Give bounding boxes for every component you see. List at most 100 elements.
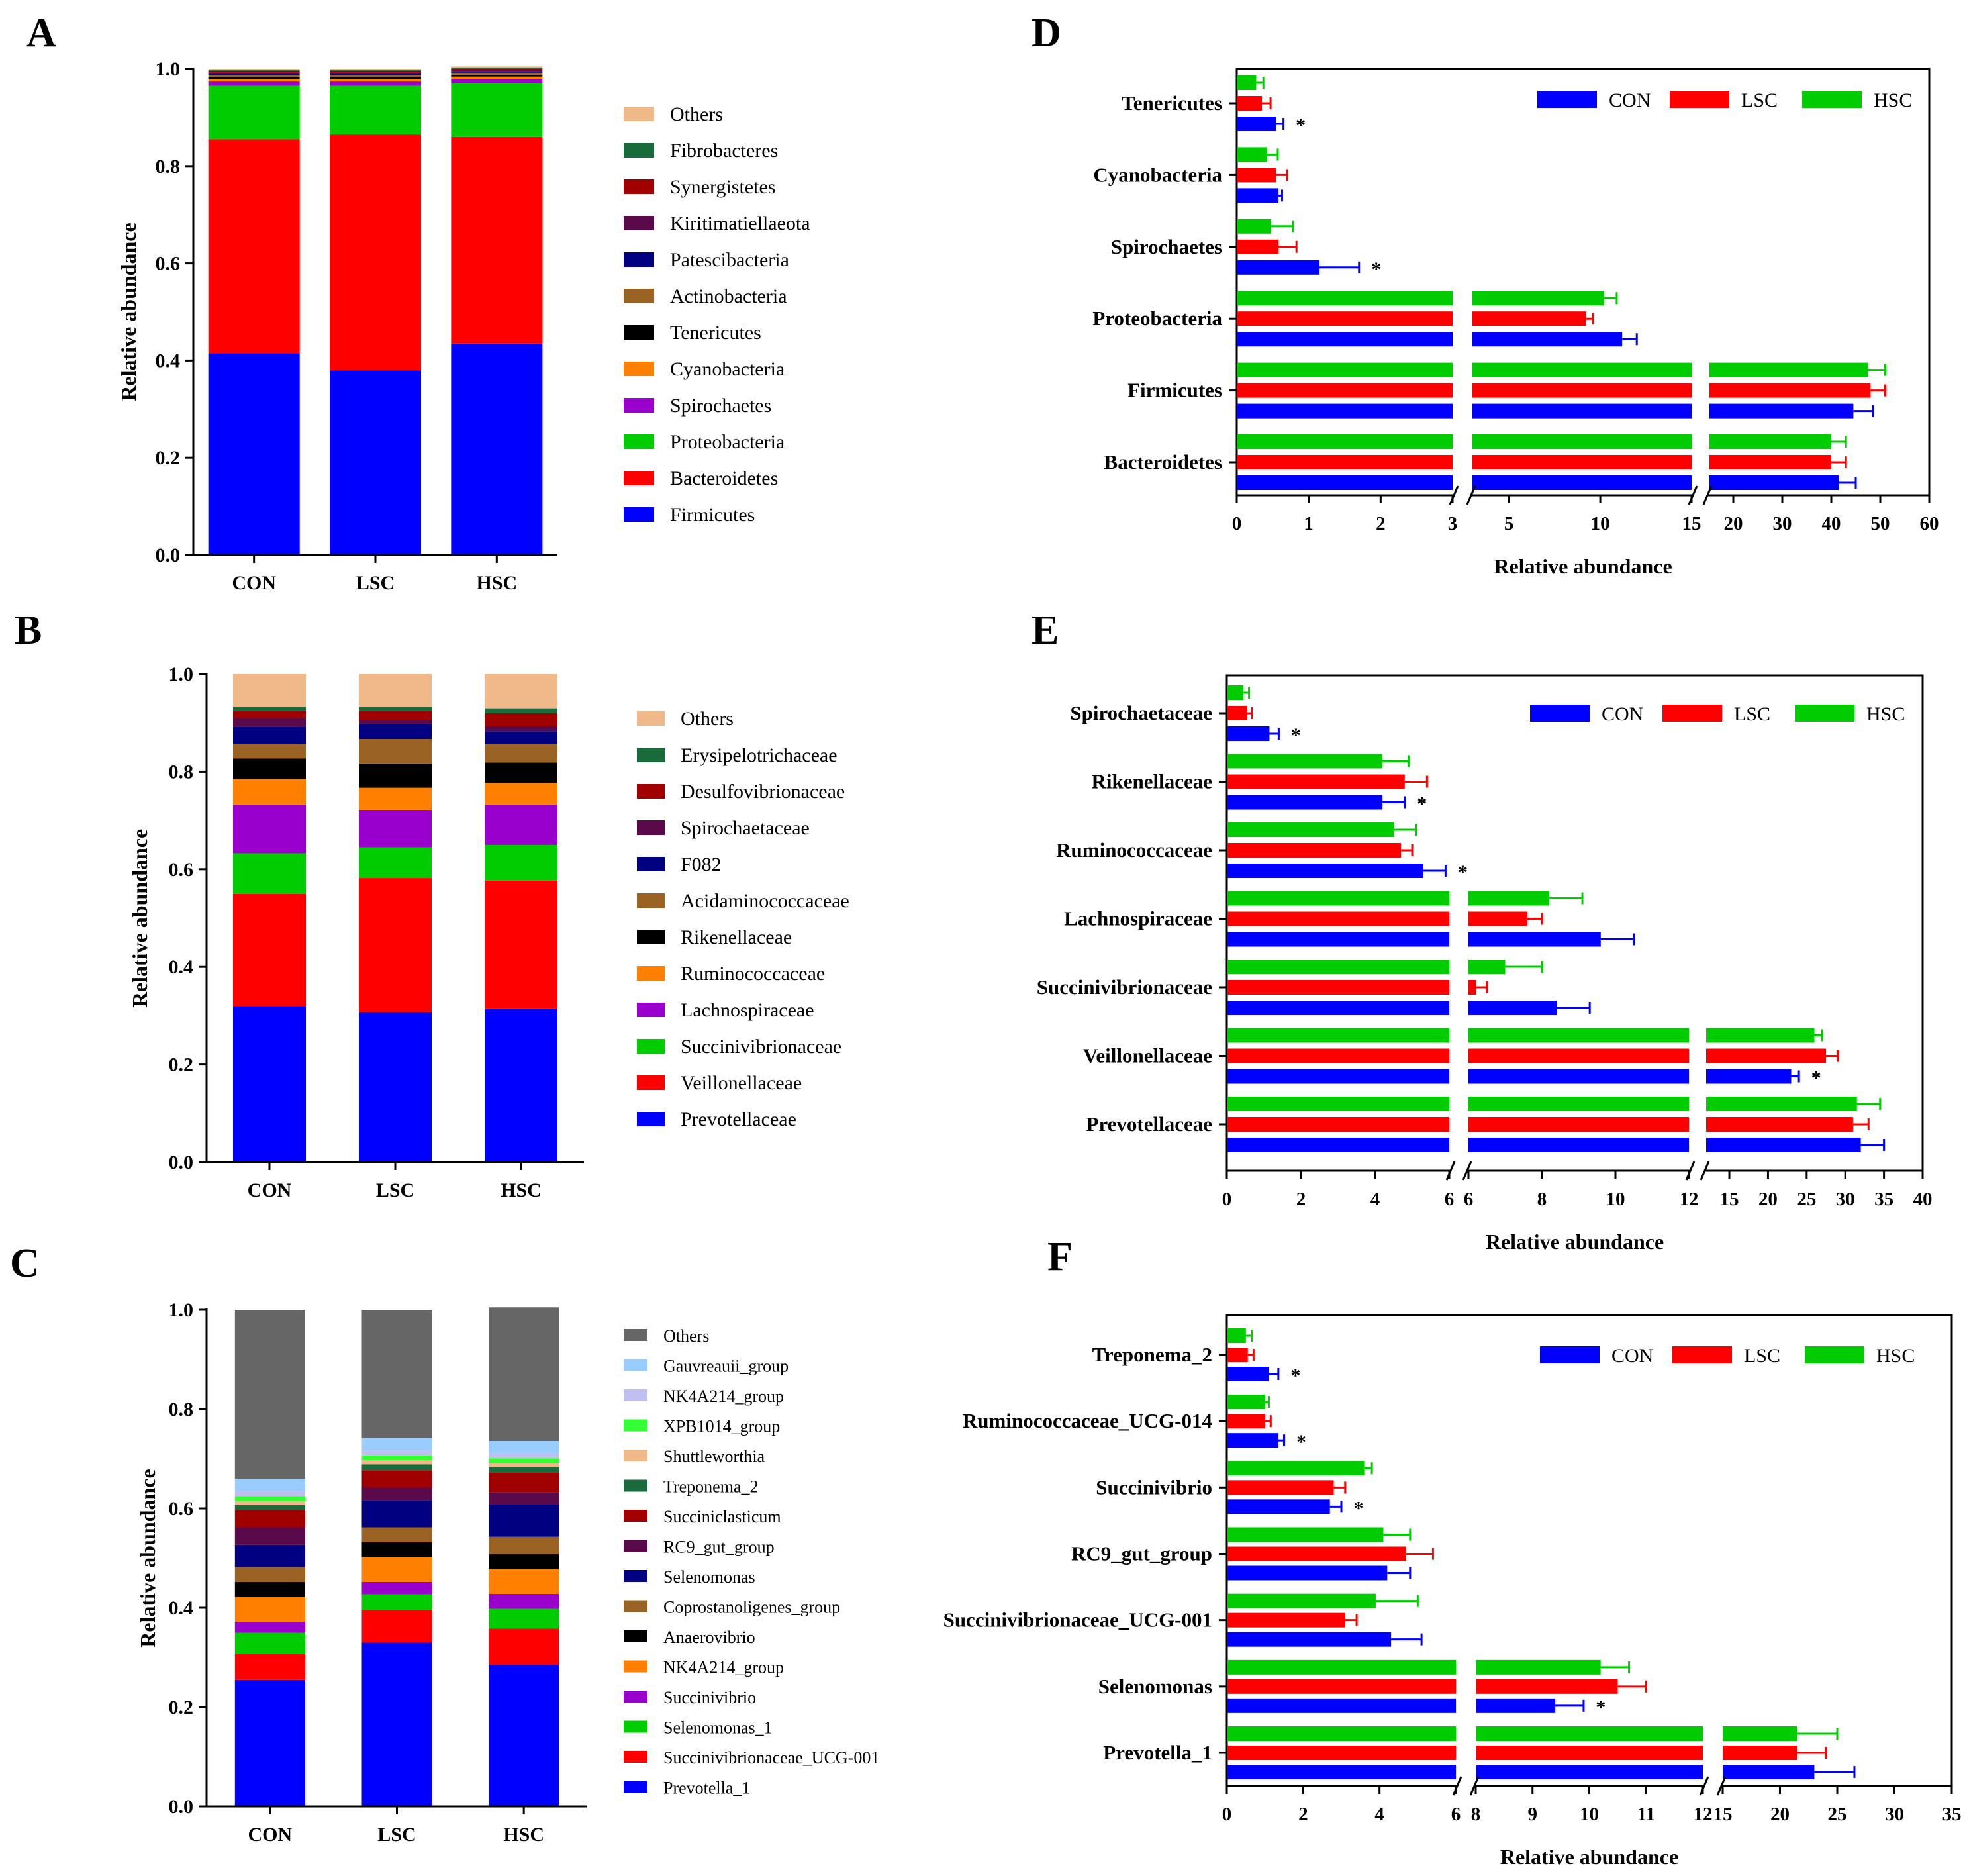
x-tick-label-e: 10: [1606, 1189, 1625, 1210]
category-label-f-prevotella-1: Prevotella_1: [1103, 1741, 1212, 1764]
legend-label-b-succinivibrionaceae: Succinivibrionaceae: [681, 1036, 841, 1058]
legend-swatch-c-prevotella-1: [624, 1781, 647, 1793]
bar-c-con-gauvreauii-group: [234, 1479, 305, 1491]
bar-d-firmicutes-con: [1472, 403, 1692, 419]
legend-swatch-a-patescibacteria: [624, 252, 654, 267]
x-tick-label-f: 35: [1942, 1804, 1962, 1825]
bar-f-selenomonas-lsc: [1227, 1679, 1456, 1694]
legend-label-d-con: CON: [1609, 89, 1651, 111]
axis-break-slash-e: [1685, 1161, 1696, 1181]
category-label-e-prevotellaceae: Prevotellaceae: [1086, 1112, 1212, 1136]
y-tick-label-c: 0.2: [169, 1697, 194, 1718]
legend-swatch-b-succinivibrionaceae: [637, 1039, 665, 1054]
x-tick-label-f: 2: [1298, 1804, 1308, 1825]
bar-b-lsc-veillonellaceae: [359, 878, 432, 1012]
category-label-e-lachnospiraceae: Lachnospiraceae: [1064, 907, 1212, 930]
x-tick-label-d: 20: [1724, 513, 1743, 534]
bar-d-proteobacteria-con: [1472, 332, 1623, 347]
legend-label-c-coprostanoligenes-group: Coprostanoligenes_group: [663, 1598, 840, 1617]
legend-swatch-c-shuttleworthia: [624, 1450, 647, 1461]
bar-c-lsc-anaerovibrio: [361, 1542, 432, 1557]
significance-marker-f: *: [1596, 1697, 1606, 1718]
bar-b-con-f082: [233, 726, 306, 744]
bar-a-lsc-proteobacteria: [330, 85, 421, 135]
axis-break-slash-f: [1452, 1776, 1462, 1796]
bar-e-prevotellaceae-hsc: [1468, 1097, 1689, 1111]
category-label-f-ruminococcaceae-ucg-014: Ruminococcaceae_UCG-014: [963, 1409, 1212, 1432]
bar-a-con-others: [208, 69, 300, 70]
bar-c-lsc-succinivibrio: [361, 1582, 432, 1595]
bar-c-hsc-selenomonas: [489, 1505, 559, 1537]
bar-e-veillonellaceae-lsc: [1468, 1048, 1689, 1063]
bar-c-hsc-succinivibrio: [489, 1594, 559, 1609]
significance-marker-d: *: [1296, 115, 1306, 136]
legend-swatch-b-ruminococcaceae: [637, 966, 665, 981]
legend-label-c-selenomonas: Selenomonas: [663, 1567, 755, 1587]
x-tick-label-e: 2: [1296, 1189, 1306, 1210]
significance-marker-e: *: [1417, 793, 1427, 815]
bar-d-spirochaetes-con: [1237, 260, 1319, 275]
bar-a-con-patescibacteria: [208, 74, 300, 75]
axis-break-slash-e: [1462, 1161, 1472, 1181]
x-tick-label-d: 10: [1591, 513, 1610, 534]
category-label-e-succinivibrionaceae: Succinivibrionaceae: [1037, 975, 1212, 999]
x-tick-label-d: 2: [1376, 513, 1386, 534]
y-tick-label-c: 0.6: [169, 1498, 194, 1520]
legend-label-b-prevotellaceae: Prevotellaceae: [681, 1109, 796, 1130]
bar-d-proteobacteria-hsc: [1237, 291, 1453, 306]
bar-b-lsc-spirochaetaceae: [359, 720, 432, 724]
bar-e-prevotellaceae-lsc: [1706, 1117, 1853, 1132]
x-tick-label-f: 6: [1451, 1804, 1461, 1825]
bar-b-con-desulfovibrionaceae: [233, 711, 306, 718]
bar-f-selenomonas-hsc: [1476, 1659, 1601, 1675]
bar-b-con-prevotellaceae: [233, 1006, 306, 1162]
bar-c-con-succinivibrio: [234, 1622, 305, 1633]
bar-d-spirochaetes-hsc: [1237, 219, 1272, 234]
axis-break-slash-f: [1716, 1776, 1727, 1796]
bar-c-con-nk4a214-group: [234, 1491, 305, 1497]
bar-a-con-spirochaetes: [208, 81, 300, 86]
bar-a-hsc-patescibacteria: [451, 71, 543, 73]
panel-label-c: C: [10, 1241, 40, 1286]
bar-d-firmicutes-lsc: [1237, 383, 1453, 398]
bar-c-lsc-rc9-gut-group: [361, 1487, 432, 1501]
bar-f-prevotella-1-lsc: [1227, 1746, 1456, 1760]
bar-e-veillonellaceae-lsc: [1706, 1048, 1827, 1063]
bar-c-hsc-coprostanoligenes-group: [489, 1536, 559, 1554]
legend-label-b-veillonellaceae: Veillonellaceae: [681, 1072, 802, 1094]
bar-c-con-treponema-2: [234, 1505, 305, 1510]
legend-swatch-e-lsc: [1662, 705, 1722, 722]
x-tick-label-e: 15: [1720, 1189, 1739, 1210]
bar-f-treponema-2-con: [1227, 1367, 1269, 1381]
bar-f-prevotella-1-con: [1723, 1765, 1815, 1779]
significance-marker-e: *: [1811, 1067, 1821, 1089]
legend-label-c-gauvreauii-group: Gauvreauii_group: [663, 1357, 789, 1376]
bar-b-lsc-f082: [359, 724, 432, 740]
plot-frame-d: [1235, 68, 1931, 497]
x-tick-label-d: 50: [1871, 513, 1890, 534]
axis-break-slash-d: [1688, 485, 1698, 505]
bar-c-lsc-nk4a214-group: [361, 1450, 432, 1456]
bar-f-prevotella-1-lsc: [1723, 1746, 1797, 1760]
y-axis-label-b: Relative abundance: [128, 829, 152, 1007]
bar-a-hsc-spirochaetes: [451, 79, 543, 84]
legend-swatch-d-lsc: [1670, 91, 1729, 108]
significance-marker-d: *: [1371, 258, 1381, 280]
y-tick-label-c: 0.8: [169, 1399, 194, 1420]
y-tick-label-c: 1.0: [169, 1299, 194, 1321]
bar-b-con-lachnospiraceae: [233, 804, 306, 854]
category-label-f-succinivibrionaceae-ucg-001: Succinivibrionaceae_UCG-001: [943, 1608, 1212, 1632]
bar-c-lsc-succinivibrionaceae-ucg-001: [361, 1610, 432, 1643]
legend-swatch-d-con: [1537, 91, 1597, 108]
category-label-d-bacteroidetes: Bacteroidetes: [1104, 450, 1222, 473]
legend-label-c-treponema-2: Treponema_2: [663, 1477, 758, 1497]
bar-c-hsc-succiniclasticum: [489, 1472, 559, 1493]
bar-c-hsc-xpb1014-group: [489, 1458, 559, 1463]
legend-swatch-c-xpb1014-group: [624, 1419, 647, 1432]
legend-label-e-lsc: LSC: [1734, 703, 1770, 725]
bar-f-selenomonas-hsc: [1227, 1659, 1456, 1675]
bar-b-con-erysipelotrichaceae: [233, 707, 306, 711]
bar-e-veillonellaceae-con: [1468, 1069, 1689, 1084]
legend-label-a-actinobacteria: Actinobacteria: [670, 285, 787, 307]
